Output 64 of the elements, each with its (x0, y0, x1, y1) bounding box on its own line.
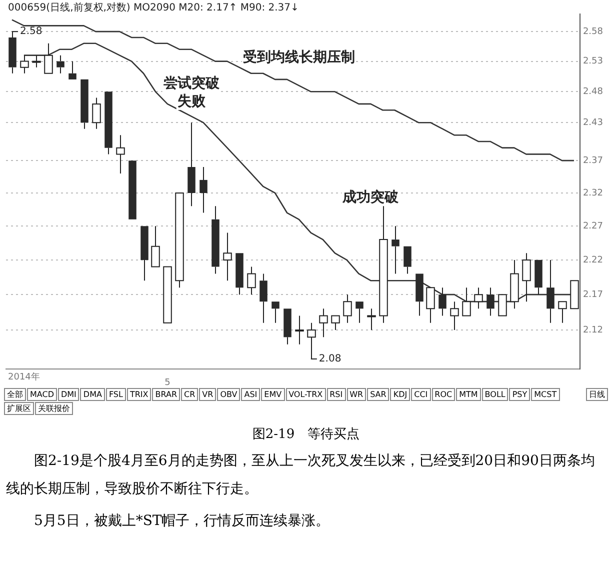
text: RSI (326, 388, 346, 401)
text: 000659(日线,前复权,对数) MO2090 M20: 2.17↑ M90: 2.37↓ (8, 2, 299, 14)
text: PSY (509, 388, 530, 401)
text: CR (181, 388, 198, 401)
candlestick (104, 92, 112, 155)
text: KDJ (390, 388, 410, 401)
candlestick (392, 226, 400, 274)
candlestick (188, 122, 196, 207)
candlestick (212, 206, 220, 274)
candlestick (284, 308, 292, 345)
y-tick-label: 2.58 (582, 26, 604, 37)
text: OBV (217, 388, 240, 401)
y-tick-label: 2.53 (582, 56, 604, 67)
y-tick-label: 2.17 (582, 290, 604, 300)
text: 图2-19 等待买点 (251, 426, 361, 443)
text: FSL (106, 388, 126, 401)
text: VR (199, 388, 216, 401)
annotation: 2.58 (20, 26, 42, 38)
candlestick (404, 246, 412, 274)
annotation: 尝试突破失败 (163, 74, 220, 110)
text: WR (346, 388, 366, 401)
text: MCST (531, 388, 560, 401)
text: 扩展区 (4, 402, 34, 415)
y-tick-label: 2.32 (582, 188, 604, 198)
candlestick (8, 31, 16, 74)
candlestick (80, 79, 88, 130)
candlestick (68, 60, 76, 80)
text: ASI (241, 388, 260, 401)
candlestick (272, 302, 280, 324)
text: DMI (58, 388, 80, 401)
text: EMV (261, 388, 285, 401)
y-tick-label: 2.43 (582, 118, 604, 128)
candlestick (260, 273, 268, 324)
text: BRAR (152, 388, 180, 401)
text: MACD (27, 388, 57, 401)
text: TRIX (126, 388, 152, 401)
y-tick-label: 2.22 (582, 255, 604, 266)
annotation: 成功突破 (342, 188, 400, 206)
annotation: 2.08 (318, 354, 342, 365)
y-tick-label: 2.12 (582, 325, 604, 336)
text: 关联报价 (35, 402, 73, 415)
text: SAR (367, 388, 390, 401)
annotation: 受到均线长期压制 (242, 50, 355, 66)
candlestick (200, 166, 208, 214)
caption: 图2-19是个股4月至6月的走势图，至从上一次死叉发生以来，已经受到20日和90日两条均线的长期压制，导致股价不断往下行走。 (6, 452, 596, 499)
text: VOL-TRX (286, 388, 326, 401)
text: 全部 (4, 388, 26, 401)
text: 5月5日，被戴上*ST帽子，行情反而连续暴涨。 (33, 512, 331, 531)
candlestick (56, 54, 64, 74)
text: ROC (432, 388, 456, 401)
candlestick (140, 226, 148, 282)
y-tick-label: 2.48 (582, 86, 604, 97)
text: CCI (411, 388, 431, 401)
candlestick (236, 253, 244, 296)
text: 日线 (586, 388, 608, 401)
candlestick (534, 260, 542, 296)
candlestick (356, 302, 364, 324)
y-tick-label: 2.27 (582, 221, 604, 232)
y-tick-label: 2.37 (582, 156, 604, 166)
text: 2014年 (8, 372, 40, 383)
text: MTM (456, 388, 481, 401)
text: BOLL (482, 388, 508, 401)
x-tick-label: 5 (164, 378, 170, 388)
text: DMA (80, 388, 105, 401)
